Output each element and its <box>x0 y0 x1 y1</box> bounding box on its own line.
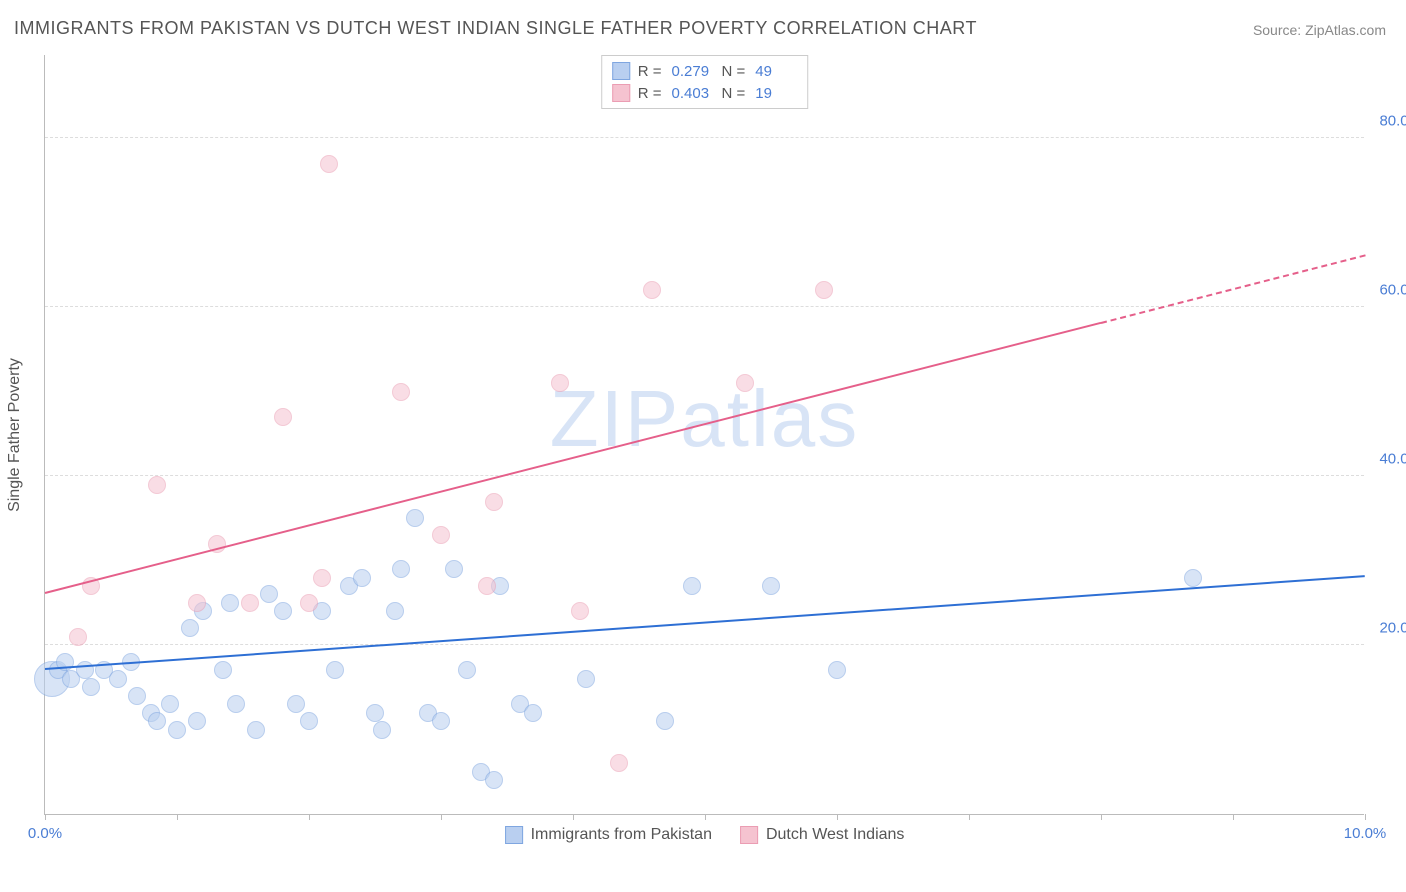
data-point-pakistan <box>109 670 127 688</box>
data-point-pakistan <box>1184 569 1202 587</box>
legend-item-label: Dutch West Indians <box>766 826 904 844</box>
data-point-pakistan <box>828 661 846 679</box>
legend-swatch <box>505 826 523 844</box>
data-point-pakistan <box>247 721 265 739</box>
legend-item-dutch: Dutch West Indians <box>740 826 904 844</box>
data-point-dutch <box>320 155 338 173</box>
data-point-pakistan <box>188 712 206 730</box>
data-point-dutch <box>485 493 503 511</box>
x-tick <box>177 814 178 820</box>
y-tick-label: 40.0% <box>1370 451 1406 468</box>
data-point-pakistan <box>406 509 424 527</box>
trend-line-dutch <box>45 322 1101 594</box>
x-tick <box>705 814 706 820</box>
data-point-dutch <box>432 526 450 544</box>
x-tick <box>573 814 574 820</box>
x-tick <box>837 814 838 820</box>
y-axis-label: Single Father Poverty <box>6 358 24 512</box>
data-point-pakistan <box>353 569 371 587</box>
data-point-pakistan <box>577 670 595 688</box>
data-point-pakistan <box>392 560 410 578</box>
legend-r-value: 0.403 <box>672 85 714 102</box>
legend-r-value: 0.279 <box>672 63 714 80</box>
data-point-pakistan <box>373 721 391 739</box>
data-point-dutch <box>241 594 259 612</box>
x-tick <box>441 814 442 820</box>
x-tick <box>45 814 46 820</box>
data-point-dutch <box>188 594 206 612</box>
gridline <box>45 644 1364 645</box>
series-legend: Immigrants from Pakistan Dutch West India… <box>505 826 905 844</box>
y-tick-label: 60.0% <box>1370 282 1406 299</box>
data-point-pakistan <box>128 687 146 705</box>
x-tick-label: 0.0% <box>28 825 62 842</box>
legend-swatch <box>740 826 758 844</box>
legend-swatch <box>612 62 630 80</box>
data-point-pakistan <box>161 695 179 713</box>
data-point-dutch <box>736 374 754 392</box>
legend-n-value: 19 <box>755 85 797 102</box>
x-tick <box>1233 814 1234 820</box>
source-label: Source: ZipAtlas.com <box>1253 22 1386 38</box>
data-point-pakistan <box>762 577 780 595</box>
data-point-dutch <box>643 281 661 299</box>
data-point-pakistan <box>683 577 701 595</box>
trend-line-dutch-extrapolated <box>1101 255 1365 324</box>
data-point-pakistan <box>287 695 305 713</box>
data-point-pakistan <box>82 678 100 696</box>
correlation-legend: R = 0.279 N = 49 R = 0.403 N = 19 <box>601 55 809 109</box>
x-tick <box>969 814 970 820</box>
legend-n-value: 49 <box>755 63 797 80</box>
data-point-pakistan <box>148 712 166 730</box>
legend-r-label: R = <box>638 63 662 80</box>
plot-area: Single Father Poverty ZIPatlas R =0.279N… <box>44 55 1364 815</box>
data-point-pakistan <box>524 704 542 722</box>
data-point-pakistan <box>445 560 463 578</box>
legend-item-label: Immigrants from Pakistan <box>531 826 712 844</box>
gridline <box>45 137 1364 138</box>
y-tick-label: 80.0% <box>1370 113 1406 130</box>
data-point-pakistan <box>458 661 476 679</box>
data-point-pakistan <box>181 619 199 637</box>
x-tick <box>1101 814 1102 820</box>
data-point-pakistan <box>227 695 245 713</box>
legend-row-dutch: R = 0.403 N = 19 <box>612 82 798 104</box>
legend-n-label: N = <box>722 85 746 102</box>
data-point-dutch <box>274 408 292 426</box>
trend-line-pakistan <box>45 576 1365 671</box>
data-point-dutch <box>478 577 496 595</box>
x-tick <box>1365 814 1366 820</box>
chart-title: IMMIGRANTS FROM PAKISTAN VS DUTCH WEST I… <box>14 18 977 39</box>
data-point-pakistan <box>274 602 292 620</box>
data-point-pakistan <box>485 771 503 789</box>
data-point-dutch <box>148 476 166 494</box>
x-tick <box>309 814 310 820</box>
data-point-dutch <box>313 569 331 587</box>
legend-n-label: N = <box>722 63 746 80</box>
data-point-pakistan <box>326 661 344 679</box>
legend-swatch <box>612 84 630 102</box>
data-point-dutch <box>610 754 628 772</box>
data-point-dutch <box>815 281 833 299</box>
data-point-pakistan <box>386 602 404 620</box>
data-point-dutch <box>571 602 589 620</box>
data-point-pakistan <box>432 712 450 730</box>
data-point-dutch <box>551 374 569 392</box>
data-point-pakistan <box>656 712 674 730</box>
data-point-dutch <box>392 383 410 401</box>
legend-item-pakistan: Immigrants from Pakistan <box>505 826 712 844</box>
data-point-pakistan <box>366 704 384 722</box>
data-point-pakistan <box>168 721 186 739</box>
y-tick-label: 20.0% <box>1370 620 1406 637</box>
data-point-dutch <box>69 628 87 646</box>
legend-r-label: R = <box>638 85 662 102</box>
x-tick-label: 10.0% <box>1344 825 1387 842</box>
data-point-pakistan <box>260 585 278 603</box>
gridline <box>45 475 1364 476</box>
data-point-dutch <box>300 594 318 612</box>
data-point-pakistan <box>214 661 232 679</box>
data-point-pakistan <box>221 594 239 612</box>
legend-row-pakistan: R = 0.279 N = 49 <box>612 60 798 82</box>
data-point-pakistan <box>300 712 318 730</box>
